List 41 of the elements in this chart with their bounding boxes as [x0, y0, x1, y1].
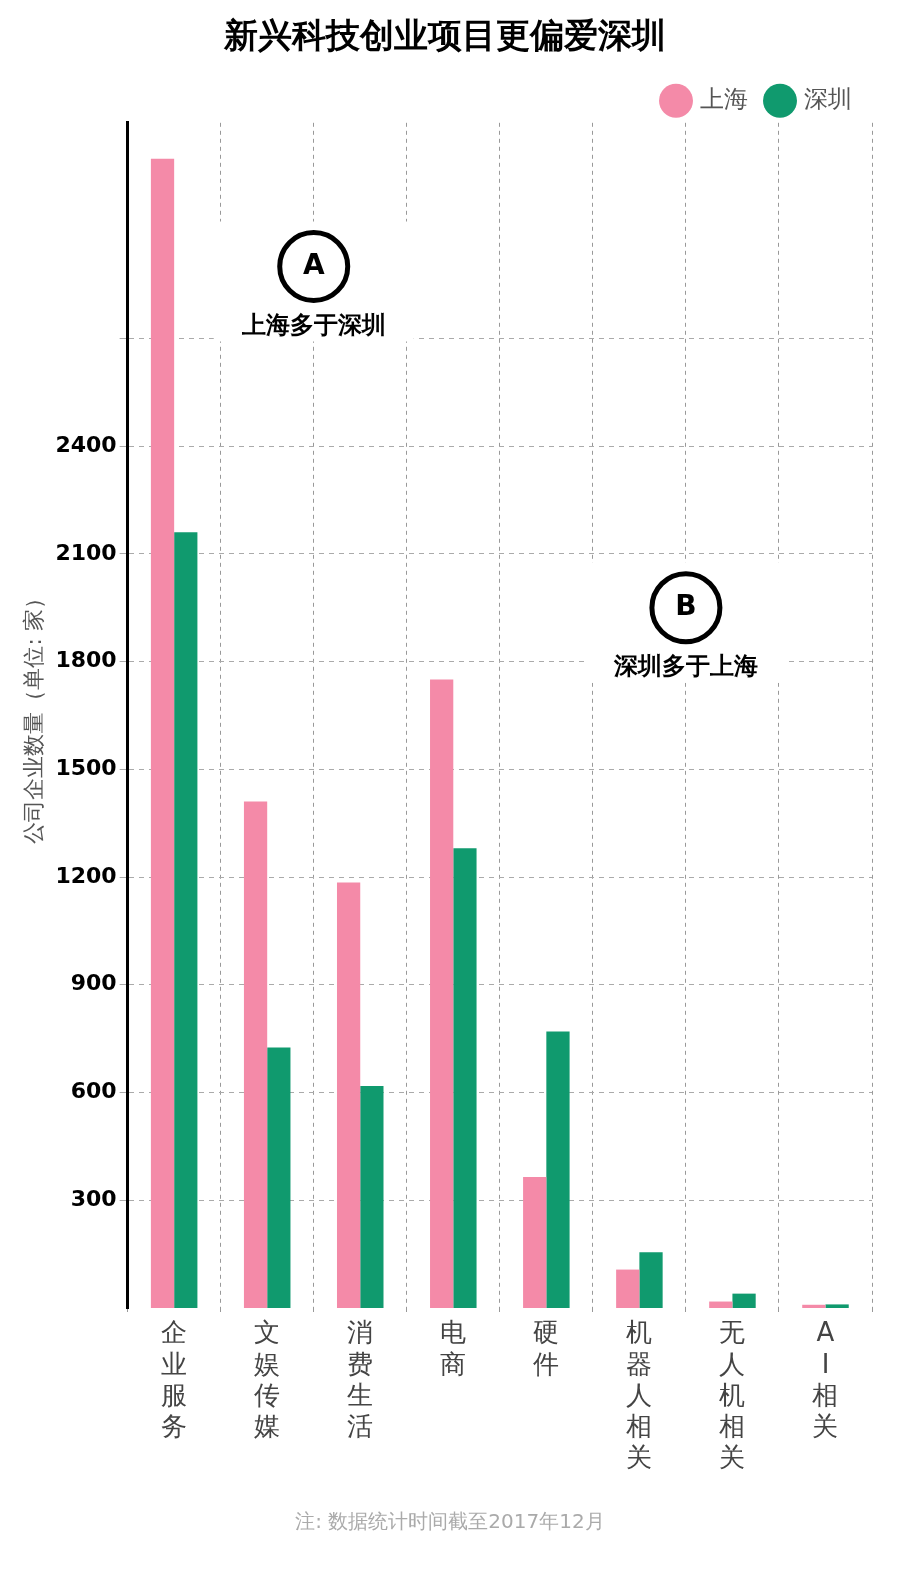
- bar: [802, 1304, 826, 1308]
- y-tick-label: 300: [70, 1185, 117, 1211]
- bar: [267, 1047, 291, 1308]
- x-tick-label: 机器人相关: [626, 1317, 653, 1473]
- x-tick-label: 电商: [440, 1317, 467, 1379]
- bar: [174, 532, 198, 1308]
- chart-title: 新兴科技创业项目更偏爱深圳: [223, 15, 666, 56]
- y-tick-label: 1200: [55, 862, 117, 888]
- y-tick-label: 1800: [55, 647, 117, 673]
- bar: [616, 1269, 640, 1308]
- x-tick-label: 消费生活: [347, 1317, 374, 1441]
- x-tick-label: 无人机相关: [719, 1317, 746, 1473]
- text: 注: 数据统计时间截至2017年12月: [294, 1508, 606, 1535]
- legend-label: 上海: [700, 85, 748, 114]
- y-tick-label: 2400: [55, 431, 117, 457]
- bar: [546, 1031, 570, 1308]
- x-tick-label: 企业服务: [161, 1317, 188, 1441]
- y-tick-label: 600: [70, 1078, 117, 1104]
- bar: [523, 1176, 547, 1308]
- bar: [336, 882, 361, 1308]
- bar: [360, 1086, 384, 1308]
- x-tick-label: 硬件: [533, 1317, 560, 1379]
- bar: [639, 1252, 663, 1308]
- x-tick-label: 文娱传媒: [254, 1317, 281, 1441]
- y-tick-label: 2100: [55, 539, 117, 565]
- bar: [709, 1301, 733, 1308]
- bar: [150, 158, 175, 1308]
- bar: [825, 1304, 849, 1308]
- y-tick-label: 900: [70, 970, 117, 996]
- annotation: B: [675, 588, 697, 622]
- x-tick-label: AI相关: [812, 1317, 839, 1441]
- bar: [453, 848, 477, 1308]
- bar: [732, 1293, 756, 1308]
- annotation: 深圳多于上海: [612, 651, 758, 680]
- bar: [430, 679, 454, 1308]
- annotation: 上海多于深圳: [240, 310, 386, 339]
- bar: [243, 801, 268, 1308]
- y-tick-label: 1500: [55, 754, 117, 780]
- legend-label: 深圳: [804, 85, 852, 114]
- annotation: A: [302, 247, 325, 281]
- y-axis-title: 公司企业数量（单位: 家）: [20, 587, 46, 844]
